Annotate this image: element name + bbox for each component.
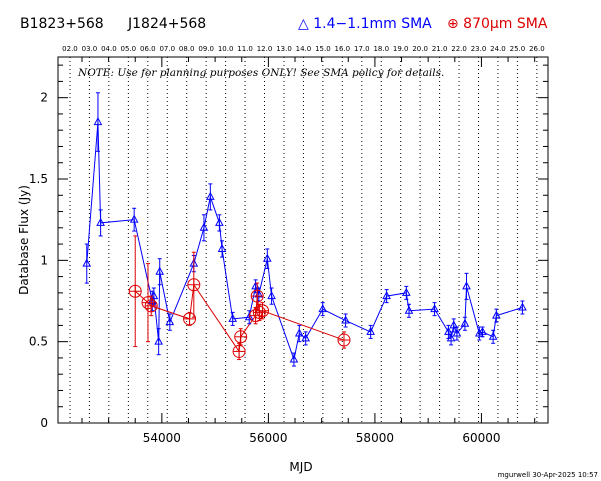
data-point-triangle — [446, 333, 456, 342]
data-point-triangle — [262, 253, 272, 262]
data-point-triangle — [244, 312, 254, 321]
data-point-triangle — [301, 333, 311, 342]
year-label: 23.0 — [471, 45, 487, 53]
data-point-triangle — [474, 328, 484, 337]
y-tick-label: 2 — [40, 91, 48, 105]
y-tick-label: 0.5 — [29, 335, 48, 349]
year-label: 18.0 — [373, 45, 389, 53]
year-label: 21.0 — [432, 45, 448, 53]
data-point-triangle — [93, 117, 103, 126]
year-label: 06.0 — [140, 45, 156, 53]
year-labels: 02.0 03.0 04.0 05.0 06.0 07.0 08.0 09.0 10.0 11.0… — [62, 45, 544, 53]
year-gridlines — [69, 57, 538, 423]
data-point-triangle — [478, 326, 487, 335]
legend-blue: △ 1.4−1.1mm SMA — [298, 16, 432, 32]
data-point-triangle — [460, 318, 470, 327]
data-point-triangle — [82, 258, 92, 267]
year-label: 22.0 — [451, 45, 467, 53]
data-point-triangle — [430, 304, 439, 313]
legend-red: ⊕ 870μm SMA — [447, 16, 548, 32]
data-point-triangle — [154, 336, 164, 345]
y-tick-label: 1 — [40, 253, 48, 267]
y-tick-label: 1.5 — [29, 172, 48, 186]
series-line-0 — [86, 122, 523, 362]
x-axis-label: MJD — [289, 460, 312, 474]
data-point-triangle — [318, 304, 328, 313]
series-marks — [82, 92, 527, 367]
year-label: 20.0 — [412, 45, 428, 53]
data-point-triangle — [215, 217, 224, 226]
year-label: 07.0 — [159, 45, 175, 53]
year-label: 24.0 — [490, 45, 506, 53]
source-alias: J1824+568 — [127, 16, 206, 32]
year-label: 08.0 — [179, 45, 195, 53]
data-point-triangle — [449, 320, 459, 329]
data-point-triangle — [155, 266, 165, 275]
data-point-triangle — [199, 222, 209, 231]
data-point-triangle — [96, 217, 105, 226]
data-point-triangle — [289, 354, 299, 363]
year-label: 16.0 — [335, 45, 351, 53]
data-point-triangle — [462, 281, 471, 290]
data-point-triangle — [382, 291, 391, 300]
source-name: B1823+568 — [20, 16, 104, 32]
x-tick-label: 54000 — [143, 431, 181, 445]
axis-ticks: 54000 56000 58000 60000 0 0.5 1 1.5 2 — [29, 57, 548, 445]
data-point-triangle — [404, 305, 414, 314]
year-label: 02.0 — [62, 45, 78, 53]
data-point-triangle — [452, 328, 462, 337]
data-point-triangle — [267, 291, 276, 300]
year-label: 04.0 — [101, 45, 117, 53]
planning-note: NOTE: Use for planning purposes ONLY! Se… — [77, 67, 444, 79]
data-point-triangle — [444, 326, 453, 335]
x-tick-label: 58000 — [356, 431, 394, 445]
x-tick-label: 60000 — [462, 431, 500, 445]
year-label: 09.0 — [198, 45, 214, 53]
data-point-triangle — [518, 302, 527, 311]
credit-text: mgurwell 30-Apr-2025 10:57 — [498, 471, 598, 479]
data-point-triangle — [205, 191, 215, 200]
series-lines — [86, 122, 523, 362]
data-point-triangle — [401, 287, 411, 296]
year-label: 11.0 — [237, 45, 253, 53]
data-point-triangle — [341, 315, 350, 324]
data-point-triangle — [366, 326, 375, 335]
year-label: 19.0 — [393, 45, 409, 53]
year-label: 15.0 — [315, 45, 331, 53]
data-point-triangle — [129, 214, 139, 223]
year-label: 03.0 — [82, 45, 98, 53]
data-point-triangle — [165, 317, 175, 326]
year-label: 12.0 — [257, 45, 273, 53]
data-point-triangle — [491, 310, 501, 319]
data-point-triangle — [217, 243, 227, 252]
year-label: 17.0 — [354, 45, 370, 53]
year-label: 05.0 — [121, 45, 137, 53]
plot-frame — [57, 56, 549, 424]
year-label: 10.0 — [218, 45, 234, 53]
data-point-triangle — [228, 313, 238, 322]
year-label: 26.0 — [529, 45, 545, 53]
x-tick-label: 56000 — [249, 431, 287, 445]
y-tick-label: 0 — [40, 416, 48, 430]
data-point-triangle — [294, 328, 304, 337]
y-axis-label: Database Flux (Jy) — [17, 185, 31, 295]
data-point-triangle — [149, 291, 159, 300]
year-label: 14.0 — [296, 45, 312, 53]
year-label: 25.0 — [510, 45, 526, 53]
year-label: 13.0 — [276, 45, 292, 53]
data-point-triangle — [488, 331, 498, 340]
